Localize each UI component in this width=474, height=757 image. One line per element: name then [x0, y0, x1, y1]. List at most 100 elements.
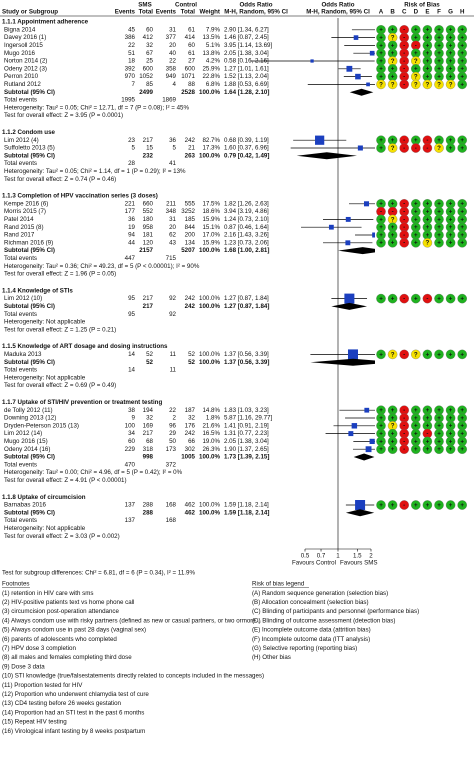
header-or: Odds Ratio	[239, 2, 272, 9]
control-events: 715	[166, 255, 177, 262]
rob-symbol: +	[437, 351, 441, 358]
control-events: 92	[169, 295, 176, 302]
rob-circle	[376, 349, 386, 360]
rob-letter: A	[379, 9, 384, 16]
sms-total: 232	[143, 152, 154, 159]
sms-total: 958	[143, 224, 154, 231]
sms-events: 137	[125, 517, 136, 524]
events-label: Total events	[4, 461, 37, 468]
control-total: 134	[185, 239, 196, 246]
study-name: Patel 2014	[4, 216, 34, 223]
sms-total: 2157	[139, 247, 153, 254]
rob-symbol: -	[426, 296, 428, 303]
rob-circle	[376, 293, 386, 304]
rob-symbol: +	[379, 296, 383, 303]
sms-total: 52	[146, 359, 153, 366]
rob-symbol: +	[426, 351, 430, 358]
sms-events: 137	[125, 502, 136, 509]
rob-symbol: -	[403, 216, 405, 223]
rob-symbol: +	[449, 50, 453, 57]
sms-total: 412	[143, 34, 154, 41]
rob-circle	[387, 143, 398, 153]
control-total: 600	[185, 65, 196, 72]
rob-symbol: +	[449, 351, 453, 358]
control-total: 185	[185, 216, 196, 223]
rob-circle	[445, 444, 456, 454]
rob-symbol: -	[403, 66, 405, 73]
control-total: 242	[185, 430, 196, 437]
control-events: 372	[166, 461, 177, 468]
rob-symbol: +	[460, 81, 464, 88]
group-title: 1.1.4 Knowledge of STIs	[2, 287, 73, 294]
diamond	[310, 358, 375, 366]
sms-total: 60	[146, 26, 153, 33]
sms-total: 318	[143, 446, 154, 453]
rob-symbol: +	[449, 201, 453, 208]
heterogeneity: Heterogeneity: Tau² = 0.05; Chi² = 1.14,…	[4, 168, 186, 175]
weight: 15.9%	[202, 216, 220, 223]
weight: 15.9%	[202, 239, 220, 246]
rob-circle	[445, 238, 456, 248]
sms-total: 68	[146, 438, 153, 445]
footnote: (13) CD4 testing before 26 weeks gestati…	[2, 700, 122, 707]
control-events: 358	[166, 65, 177, 72]
rob-symbol: +	[414, 50, 418, 57]
rob-symbol: +	[460, 446, 464, 453]
odds-ratio-ci: 2.05 [1.38, 3.04]	[224, 50, 269, 57]
sms-events: 94	[128, 232, 135, 239]
weight: 100.0%	[199, 303, 220, 310]
study-name: Dryden-Peterson 2015 (13)	[4, 422, 79, 429]
odds-ratio-ci: 1.59 [1.18, 2.14]	[224, 509, 269, 516]
sms-events: 177	[125, 208, 136, 215]
weight: 17.3%	[202, 145, 220, 152]
footnote: (9) Dose 3 data	[2, 663, 45, 670]
rob-symbol: +	[391, 74, 395, 81]
control-total: 302	[185, 446, 196, 453]
rob-circle	[376, 79, 386, 90]
sms-events: 36	[128, 216, 135, 223]
odds-ratio-ci: 1.64 [1.28, 2.10]	[224, 89, 269, 96]
rob-symbol: +	[437, 446, 441, 453]
rob-symbol: +	[379, 42, 383, 49]
study-name: Barnabas 2016	[4, 502, 47, 509]
rob-symbol: +	[379, 66, 383, 73]
control-events: 2	[173, 415, 177, 422]
rob-circle	[457, 349, 467, 360]
rob-symbol: ?	[414, 351, 418, 358]
effect-square	[366, 82, 370, 87]
sms-total: 998	[143, 454, 154, 461]
control-total: 27	[188, 58, 195, 65]
header-method: M-H, Random, 95% CI	[306, 9, 370, 16]
odds-ratio-ci: 2.90 [1.34, 6.27]	[224, 26, 269, 33]
study-name: Rand 2017	[4, 232, 35, 239]
heterogeneity: Heterogeneity: Tau² = 0.00; Chi² = 4.96,…	[4, 469, 183, 476]
rob-circle	[445, 500, 456, 510]
rob-circle	[411, 500, 421, 510]
overall-effect: Test for overall effect: Z = 0.69 (P = 0…	[4, 382, 116, 389]
weight: 4.2%	[206, 58, 221, 65]
rob-circle	[411, 238, 421, 248]
rob-symbol: +	[379, 351, 383, 358]
rob-symbol: +	[449, 502, 453, 509]
rob-symbol: +	[414, 431, 418, 438]
rob-symbol: -	[403, 58, 405, 65]
group-title: 1.1.1 Appointment adherence	[2, 19, 89, 26]
odds-ratio-ci: 3.94 [3.19, 4.86]	[224, 208, 269, 215]
footnotes-title: Footnotes	[2, 581, 30, 588]
events-label: Total events	[4, 517, 37, 524]
rob-symbol: +	[391, 415, 395, 422]
control-total: 2528	[181, 89, 195, 96]
control-events: 92	[169, 311, 176, 318]
rob-symbol: +	[379, 502, 383, 509]
rob-symbol: +	[379, 438, 383, 445]
subtotal-label: Subtotal (95% CI)	[4, 89, 55, 96]
odds-ratio-ci: 1.52 [1.13, 2.04]	[224, 73, 269, 80]
sms-total: 2499	[139, 89, 153, 96]
rob-symbol: +	[460, 66, 464, 73]
rob-symbol: +	[460, 35, 464, 42]
odds-ratio-ci: 1.23 [0.73, 2.06]	[224, 239, 269, 246]
control-events: 377	[166, 34, 177, 41]
events-label: Total events	[4, 367, 37, 374]
sms-events: 45	[128, 26, 135, 33]
rob-symbol: +	[379, 201, 383, 208]
